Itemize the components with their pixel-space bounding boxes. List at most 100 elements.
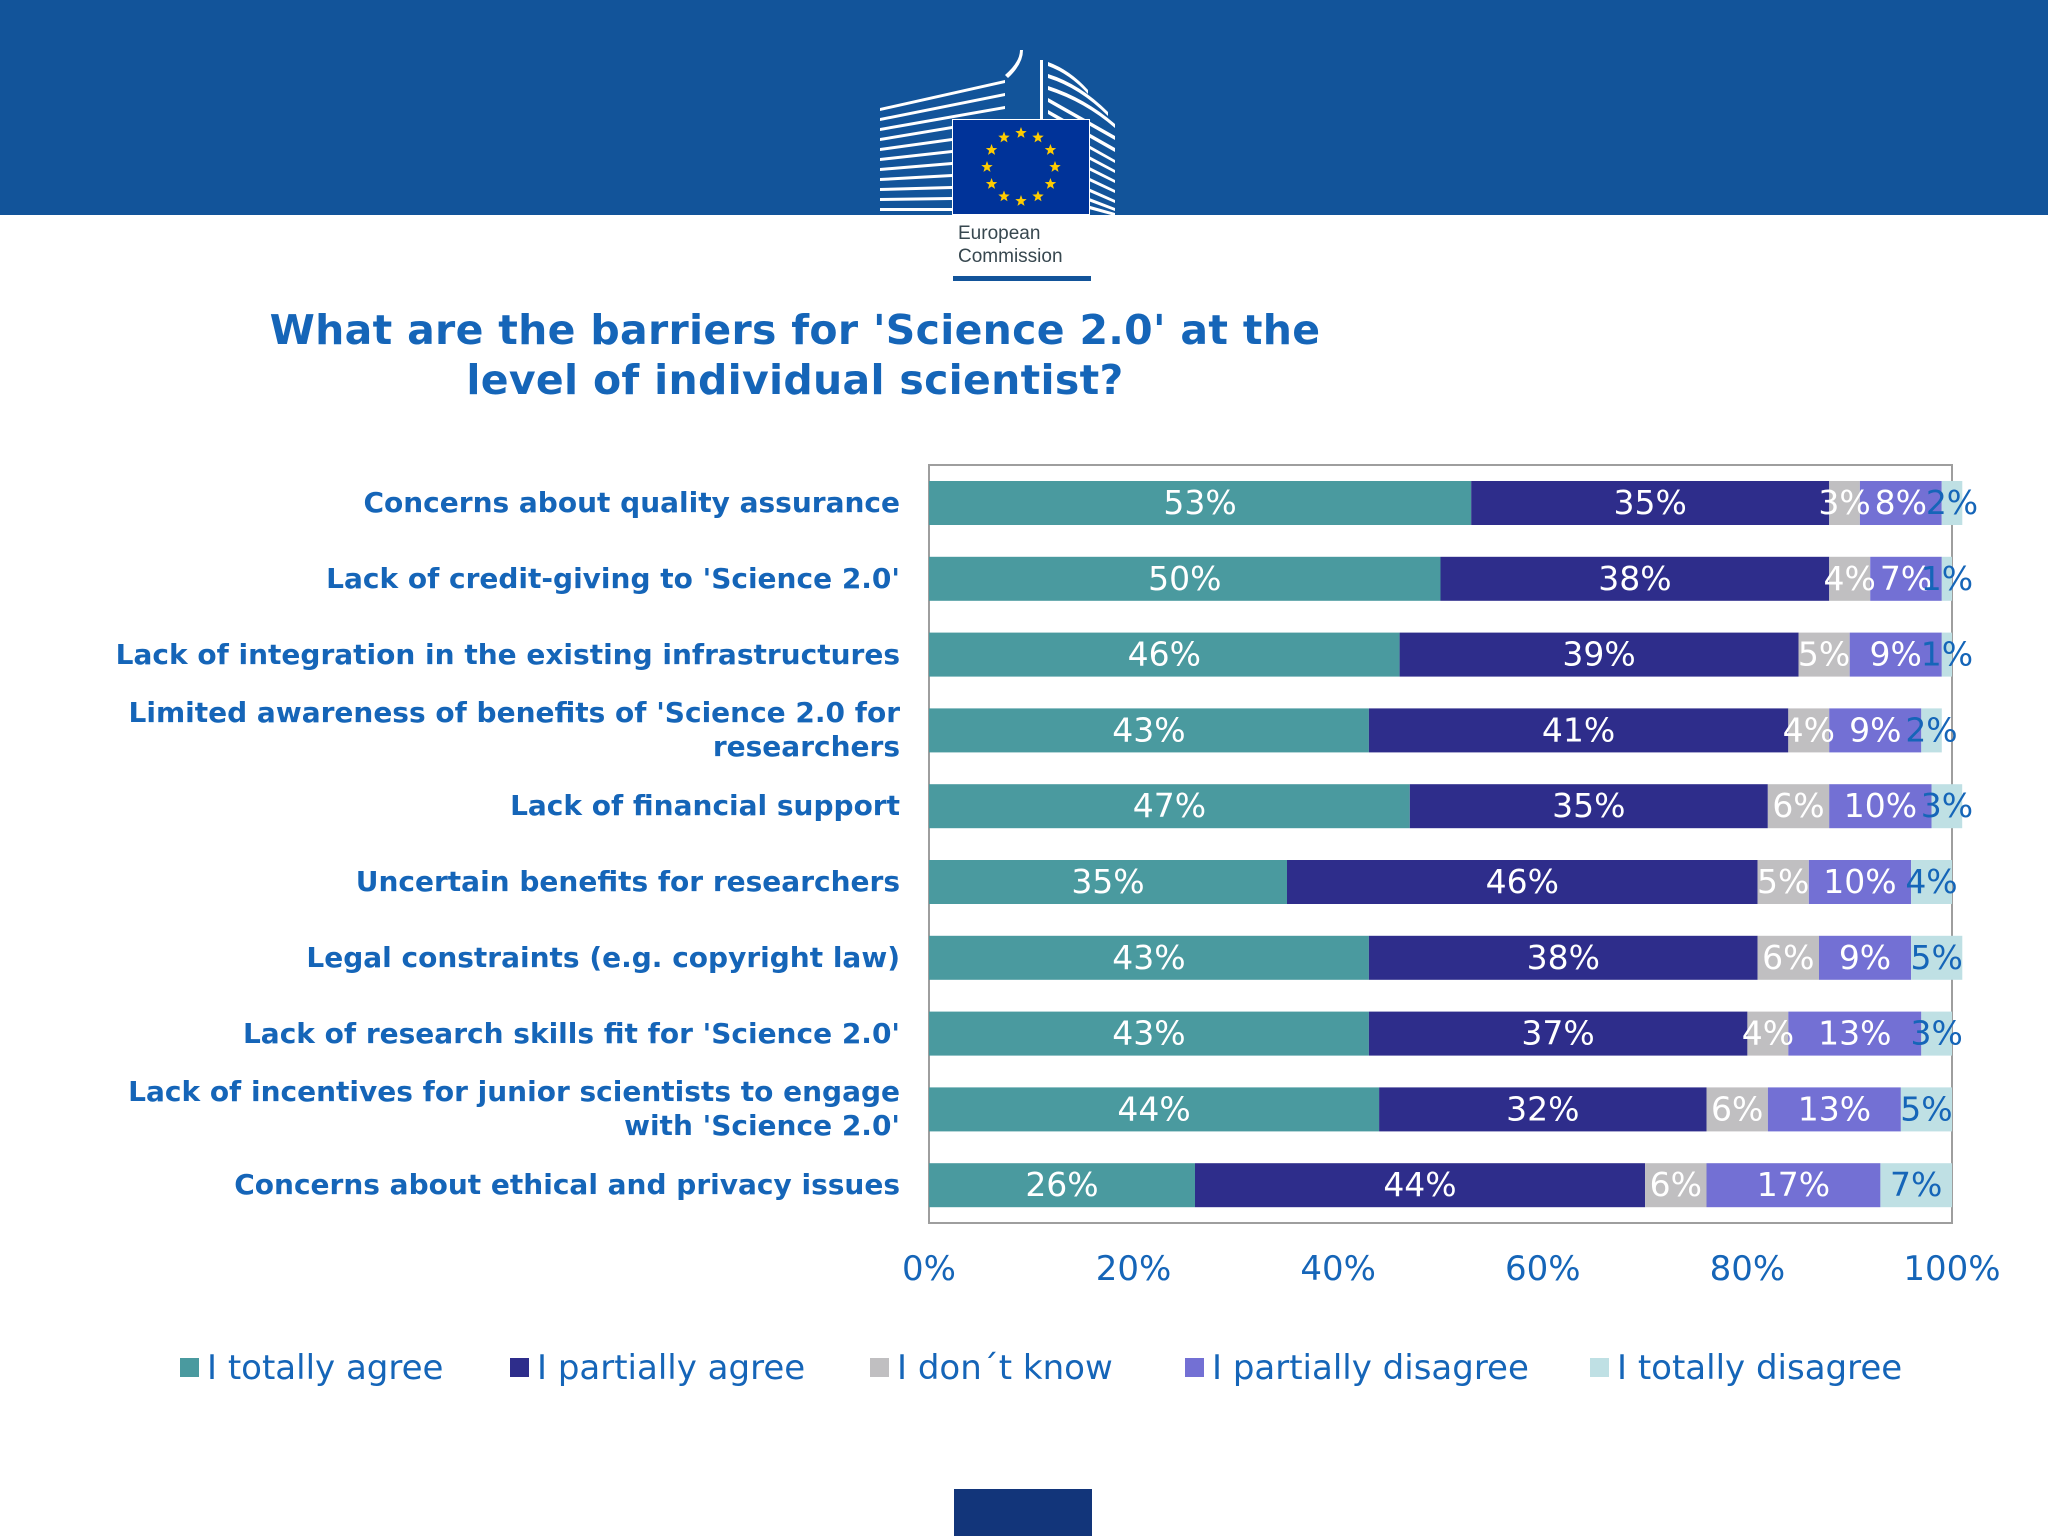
data-label: 1% <box>1921 635 1973 674</box>
data-label: 9% <box>1870 635 1922 674</box>
eu-star-6 <box>1032 190 1044 202</box>
bar-segment <box>1880 1163 1952 1208</box>
data-label: 44% <box>1117 1089 1190 1128</box>
legend-label: I totally disagree <box>1617 1348 1902 1388</box>
legend-swatch <box>870 1358 889 1377</box>
legend-label: I partially agree <box>537 1348 805 1388</box>
bar-segment <box>1368 1011 1748 1056</box>
data-label: 4% <box>1742 1014 1794 1053</box>
bar-segment <box>929 632 1400 677</box>
logo-line2: Commission <box>958 246 1063 267</box>
data-label: 43% <box>1112 938 1185 977</box>
bar-segment <box>1921 1011 1952 1056</box>
data-label: 5% <box>1757 862 1809 901</box>
bar-segment <box>1788 708 1830 753</box>
data-label: 3% <box>1818 483 1870 522</box>
bar-segment <box>1440 556 1830 601</box>
bar-segment <box>1921 708 1942 753</box>
data-label: 38% <box>1527 938 1600 977</box>
bar-segment <box>1829 708 1922 753</box>
eu-star-1 <box>1015 127 1027 138</box>
bar-segment <box>1931 784 1963 829</box>
data-label: 41% <box>1542 710 1615 749</box>
data-label: 10% <box>1844 786 1917 825</box>
data-label: 5% <box>1911 938 1963 977</box>
bar-segment <box>1829 556 1871 601</box>
bar-segment <box>1757 860 1809 904</box>
bar-segment <box>1870 556 1942 601</box>
bar-segment <box>1859 481 1942 525</box>
data-label: 35% <box>1071 862 1144 901</box>
data-label: 46% <box>1128 635 1201 674</box>
data-label: 32% <box>1506 1089 1579 1128</box>
bar-segment <box>929 1087 1380 1132</box>
data-label: 46% <box>1486 862 1559 901</box>
data-label: 6% <box>1650 1165 1702 1204</box>
bar-segment <box>1788 1011 1922 1056</box>
bar-segment <box>1368 935 1758 980</box>
eu-star-2 <box>1032 131 1044 143</box>
bar-segment <box>1706 1163 1881 1208</box>
bar-segment <box>929 935 1369 980</box>
bar-segment <box>1757 935 1819 980</box>
bar-segment <box>1911 860 1952 904</box>
data-label: 39% <box>1562 635 1635 674</box>
data-label: 13% <box>1798 1089 1871 1128</box>
data-label: 44% <box>1383 1165 1456 1204</box>
eu-stars-icon <box>981 127 1061 206</box>
eu-star-4 <box>1049 161 1061 172</box>
data-label: 4% <box>1905 862 1957 901</box>
data-label: 3% <box>1911 1014 1963 1053</box>
bar-segment <box>1829 481 1860 525</box>
data-label: 38% <box>1598 559 1671 598</box>
bar-segment <box>1379 1087 1707 1132</box>
data-label: 37% <box>1521 1014 1594 1053</box>
x-tick-label: 40% <box>1300 1249 1376 1289</box>
bar-segment <box>1287 860 1758 904</box>
bar-segment <box>1471 481 1830 525</box>
data-label: 9% <box>1849 710 1901 749</box>
bar-segment <box>1706 1087 1768 1132</box>
data-label: 53% <box>1163 483 1236 522</box>
data-label: 7% <box>1880 559 1932 598</box>
data-label: 1% <box>1921 559 1973 598</box>
eu-star-11 <box>985 144 998 155</box>
data-label: 6% <box>1711 1089 1763 1128</box>
eu-star-10 <box>981 161 993 172</box>
chart-title: What are the barriers for 'Science 2.0' … <box>269 306 1321 404</box>
bar-segment <box>1941 556 1952 601</box>
bar-segment <box>1767 784 1830 829</box>
data-label: 3% <box>1921 786 1973 825</box>
footer-block <box>954 1489 1092 1536</box>
data-label: 6% <box>1762 938 1814 977</box>
bar-segment <box>1195 1163 1646 1208</box>
data-label: 7% <box>1890 1165 1942 1204</box>
bar-segment <box>1900 1087 1952 1132</box>
european-commission-logo <box>880 50 1115 216</box>
x-tick-label: 80% <box>1710 1249 1786 1289</box>
bar-segment <box>929 1163 1195 1208</box>
x-tick-label: 60% <box>1505 1249 1581 1289</box>
logo-underline <box>953 276 1091 281</box>
bar-segment <box>1645 1163 1707 1208</box>
bar-segment <box>1747 1011 1789 1056</box>
logo-line1: European <box>958 223 1041 244</box>
bar-segment <box>929 708 1369 753</box>
eu-star-8 <box>998 190 1010 202</box>
x-tick-label: 0% <box>902 1249 956 1289</box>
bar-segment <box>1911 935 1963 980</box>
data-label: 26% <box>1025 1165 1098 1204</box>
bar-segment <box>1819 935 1912 980</box>
legend-swatch <box>180 1358 199 1377</box>
bar-segment <box>1941 632 1952 677</box>
eu-star-3 <box>1044 144 1057 155</box>
legend-swatch <box>510 1358 529 1377</box>
eu-star-7 <box>1015 195 1027 206</box>
data-label: 13% <box>1818 1014 1891 1053</box>
data-label: 47% <box>1133 786 1206 825</box>
legend-swatch <box>1590 1358 1609 1377</box>
data-label: 35% <box>1552 786 1625 825</box>
eu-star-12 <box>998 131 1010 143</box>
data-label: 10% <box>1823 862 1896 901</box>
bar-segment <box>929 860 1287 904</box>
